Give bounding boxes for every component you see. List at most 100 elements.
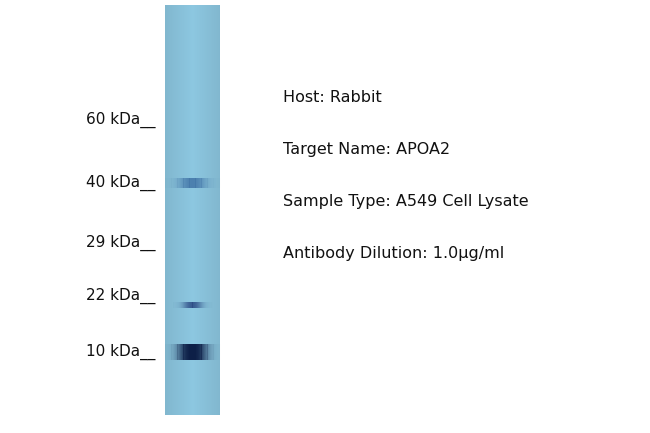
Bar bbox=[176, 344, 177, 360]
Bar bbox=[191, 302, 192, 308]
Bar bbox=[200, 178, 201, 188]
Bar bbox=[176, 178, 177, 188]
Bar bbox=[180, 178, 181, 188]
Bar bbox=[208, 302, 209, 308]
Bar bbox=[178, 178, 179, 188]
Bar bbox=[203, 302, 205, 308]
Bar bbox=[194, 344, 195, 360]
Bar bbox=[172, 344, 173, 360]
Bar bbox=[209, 344, 211, 360]
Bar bbox=[192, 178, 194, 188]
Bar bbox=[194, 178, 196, 188]
Bar bbox=[200, 302, 201, 308]
Bar bbox=[209, 302, 210, 308]
Bar bbox=[180, 302, 181, 308]
Bar bbox=[191, 344, 192, 360]
Bar bbox=[189, 302, 190, 308]
Bar bbox=[212, 344, 213, 360]
Bar bbox=[201, 344, 202, 360]
Bar bbox=[211, 178, 212, 188]
Bar bbox=[215, 344, 216, 360]
Bar bbox=[185, 178, 187, 188]
Bar bbox=[187, 302, 188, 308]
Bar bbox=[189, 344, 190, 360]
Bar bbox=[165, 344, 166, 360]
Bar bbox=[187, 302, 188, 308]
Bar bbox=[185, 302, 186, 308]
Bar bbox=[195, 302, 196, 308]
Bar bbox=[177, 344, 178, 360]
Bar bbox=[172, 178, 173, 188]
Bar bbox=[174, 344, 175, 360]
Bar bbox=[190, 302, 192, 308]
Bar bbox=[214, 178, 215, 188]
Bar bbox=[177, 178, 179, 188]
Bar bbox=[175, 302, 176, 308]
Bar bbox=[172, 344, 174, 360]
Bar bbox=[213, 178, 214, 188]
Bar bbox=[182, 344, 183, 360]
Bar bbox=[215, 344, 216, 360]
Bar bbox=[187, 178, 188, 188]
Bar bbox=[184, 302, 185, 308]
Bar bbox=[182, 302, 183, 308]
Bar bbox=[203, 178, 204, 188]
Bar bbox=[210, 302, 211, 308]
Bar bbox=[174, 302, 175, 308]
Bar bbox=[179, 302, 181, 308]
Bar bbox=[196, 302, 198, 308]
Bar bbox=[179, 344, 180, 360]
Bar bbox=[206, 302, 207, 308]
Bar bbox=[181, 178, 182, 188]
Bar bbox=[201, 178, 202, 188]
Bar bbox=[204, 344, 205, 360]
Bar bbox=[169, 178, 170, 188]
Bar bbox=[198, 178, 200, 188]
Bar bbox=[179, 302, 181, 308]
Bar bbox=[214, 178, 215, 188]
Bar bbox=[176, 302, 177, 308]
Bar bbox=[186, 178, 187, 188]
Bar bbox=[190, 302, 191, 308]
Bar bbox=[205, 178, 207, 188]
Bar bbox=[198, 178, 199, 188]
Bar bbox=[168, 178, 170, 188]
Bar bbox=[212, 178, 213, 188]
Bar bbox=[196, 344, 197, 360]
Bar bbox=[171, 178, 172, 188]
Bar bbox=[186, 344, 187, 360]
Bar bbox=[205, 302, 207, 308]
Bar bbox=[192, 302, 193, 308]
Bar bbox=[170, 178, 172, 188]
Bar bbox=[209, 178, 210, 188]
Bar bbox=[213, 344, 215, 360]
Bar bbox=[186, 302, 187, 308]
Bar bbox=[184, 178, 185, 188]
Bar bbox=[186, 302, 187, 308]
Bar bbox=[193, 344, 194, 360]
Bar bbox=[177, 302, 178, 308]
Bar bbox=[205, 302, 206, 308]
Bar bbox=[190, 344, 191, 360]
Bar bbox=[200, 344, 201, 360]
Bar bbox=[177, 302, 178, 308]
Bar bbox=[164, 344, 166, 360]
Bar bbox=[174, 302, 175, 308]
Bar bbox=[191, 178, 192, 188]
Bar bbox=[196, 302, 197, 308]
Bar bbox=[173, 178, 174, 188]
Bar bbox=[204, 302, 205, 308]
Bar bbox=[188, 302, 189, 308]
Bar bbox=[189, 302, 190, 308]
Bar bbox=[219, 178, 220, 188]
Bar bbox=[219, 344, 220, 360]
Bar bbox=[176, 178, 177, 188]
Bar bbox=[181, 178, 182, 188]
Bar bbox=[183, 344, 184, 360]
Bar bbox=[183, 302, 184, 308]
Bar bbox=[177, 344, 179, 360]
Bar bbox=[207, 302, 208, 308]
Bar bbox=[211, 344, 212, 360]
Text: 22 kDa__: 22 kDa__ bbox=[86, 288, 155, 304]
Bar bbox=[189, 178, 190, 188]
